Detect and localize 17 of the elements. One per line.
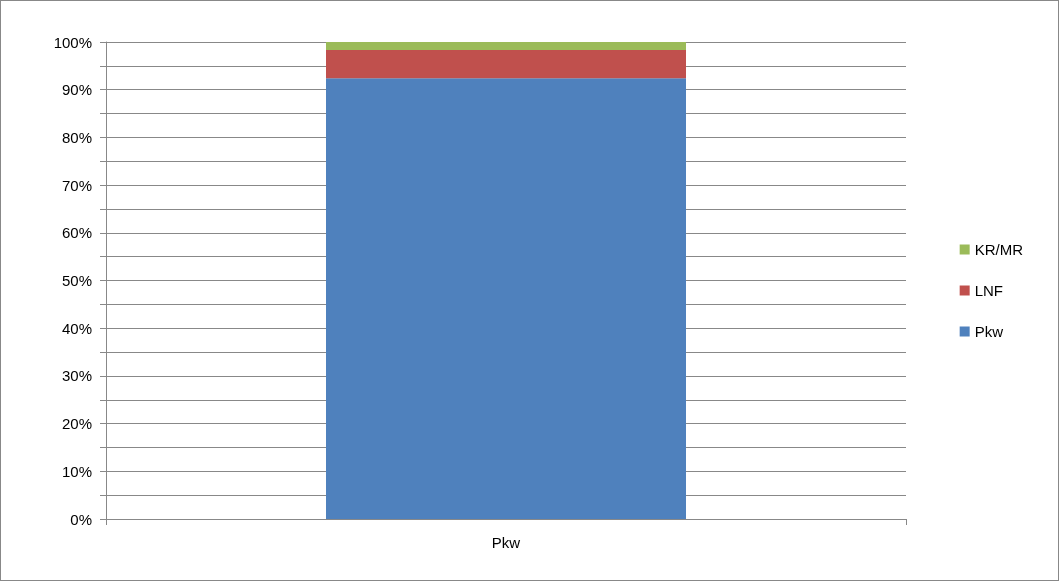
y-tick-label: 70% bbox=[61, 176, 92, 194]
y-tick-label: 50% bbox=[61, 272, 92, 289]
legend-label: LNF bbox=[974, 282, 1004, 299]
y-tick-label: 40% bbox=[61, 319, 92, 337]
bar bbox=[326, 78, 686, 519]
y-tick-label: 100% bbox=[53, 33, 92, 51]
legend-label: Pkw bbox=[974, 323, 1004, 340]
y-tick-label: 80% bbox=[61, 128, 92, 146]
y-tick-label: 10% bbox=[61, 462, 92, 480]
y-tick-label: 20% bbox=[61, 415, 92, 433]
y-tick-label: 90% bbox=[61, 81, 92, 99]
bar bbox=[326, 42, 686, 51]
y-tick-label: 60% bbox=[61, 224, 92, 242]
y-tick-label: 30% bbox=[61, 367, 92, 385]
y-tick-label: 0% bbox=[70, 510, 92, 528]
bar bbox=[326, 50, 686, 79]
legend-label: KR/MR bbox=[974, 241, 1024, 258]
